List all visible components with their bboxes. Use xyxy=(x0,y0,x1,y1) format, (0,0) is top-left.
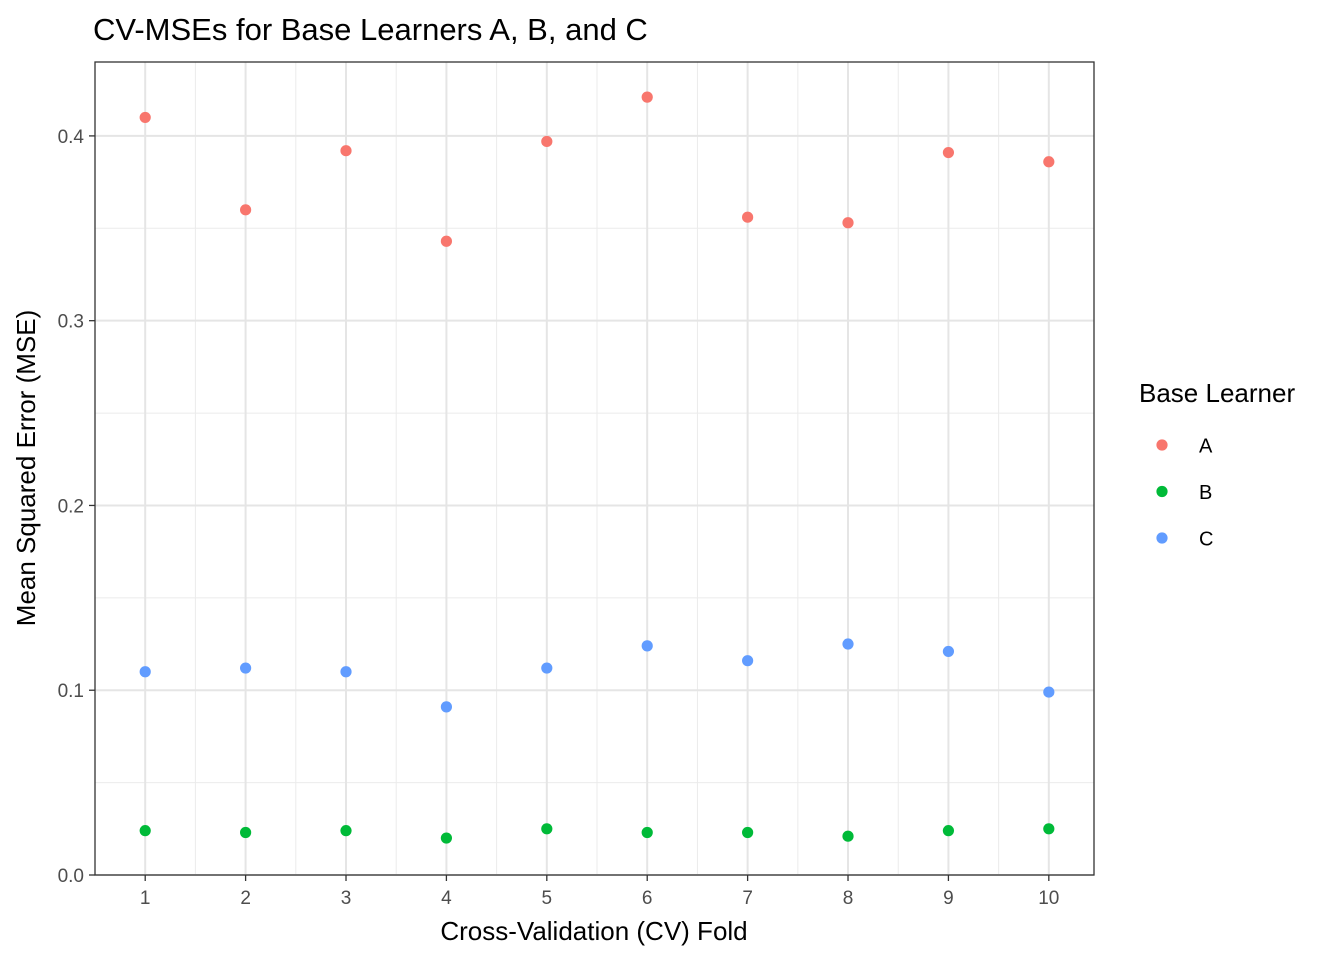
x-tick-label: 10 xyxy=(1038,888,1059,909)
y-tick-label: 0.4 xyxy=(58,127,85,148)
point-series-a xyxy=(1043,156,1055,168)
point-series-a xyxy=(742,211,754,223)
point-series-c xyxy=(842,638,854,650)
x-tick-label: 1 xyxy=(140,888,151,909)
point-series-c xyxy=(942,645,955,658)
point-series-c xyxy=(541,662,553,674)
x-axis: 1 2 3 4 5 6 7 8 9 10 xyxy=(140,875,1059,909)
x-tick-label: 9 xyxy=(943,888,954,909)
point-series-a xyxy=(942,146,955,159)
point-series-b xyxy=(240,826,252,839)
y-axis: 0.0 0.1 0.2 0.3 0.4 xyxy=(58,127,95,887)
legend-title: Base Learner xyxy=(1139,378,1295,408)
point-series-c xyxy=(1043,686,1055,698)
x-tick-label: 4 xyxy=(441,888,452,909)
x-tick-label: 5 xyxy=(542,888,553,909)
point-series-b xyxy=(340,825,352,837)
legend-label-b: B xyxy=(1199,482,1212,504)
y-axis-title: Mean Squared Error (MSE) xyxy=(11,310,41,626)
point-series-a xyxy=(641,91,653,103)
legend-label-a: A xyxy=(1199,436,1213,458)
point-series-c xyxy=(742,655,754,667)
point-series-a xyxy=(842,217,854,229)
chart-title: CV-MSEs for Base Learners A, B, and C xyxy=(93,12,648,47)
point-series-c xyxy=(139,666,151,678)
grid-minor xyxy=(95,62,1094,875)
point-series-b xyxy=(541,823,553,835)
point-series-c xyxy=(340,666,352,678)
legend-key-b xyxy=(1156,485,1168,498)
x-tick-label: 2 xyxy=(240,888,251,909)
y-tick-label: 0.3 xyxy=(58,312,84,333)
data-points xyxy=(139,91,1055,844)
point-series-a xyxy=(541,135,553,148)
x-tick-label: 8 xyxy=(843,888,854,909)
point-series-a xyxy=(139,111,151,124)
point-series-b xyxy=(742,826,754,839)
y-tick-label: 0.2 xyxy=(58,496,84,517)
point-series-c xyxy=(240,662,252,674)
point-series-b xyxy=(641,826,653,839)
x-tick-label: 7 xyxy=(742,888,753,909)
point-series-a xyxy=(240,204,252,216)
point-series-b xyxy=(842,830,854,842)
point-series-a xyxy=(340,145,352,157)
legend-key-c xyxy=(1156,532,1168,544)
point-series-b xyxy=(440,832,453,844)
panel-border xyxy=(94,61,1095,876)
x-tick-label: 6 xyxy=(642,888,653,909)
legend-key-a xyxy=(1156,439,1168,451)
x-axis-title: Cross-Validation (CV) Fold xyxy=(440,916,747,946)
point-series-c xyxy=(440,701,453,713)
legend: Base Learner A B C xyxy=(1139,378,1295,551)
x-tick-label: 3 xyxy=(341,888,352,909)
plot-panel xyxy=(94,61,1095,876)
point-series-a xyxy=(440,235,453,247)
point-series-b xyxy=(942,825,955,837)
point-series-b xyxy=(1043,823,1055,835)
point-series-b xyxy=(139,825,151,837)
point-series-c xyxy=(641,640,653,652)
legend-label-c: C xyxy=(1199,529,1213,551)
y-tick-label: 0.0 xyxy=(58,866,84,887)
y-tick-label: 0.1 xyxy=(58,681,84,702)
